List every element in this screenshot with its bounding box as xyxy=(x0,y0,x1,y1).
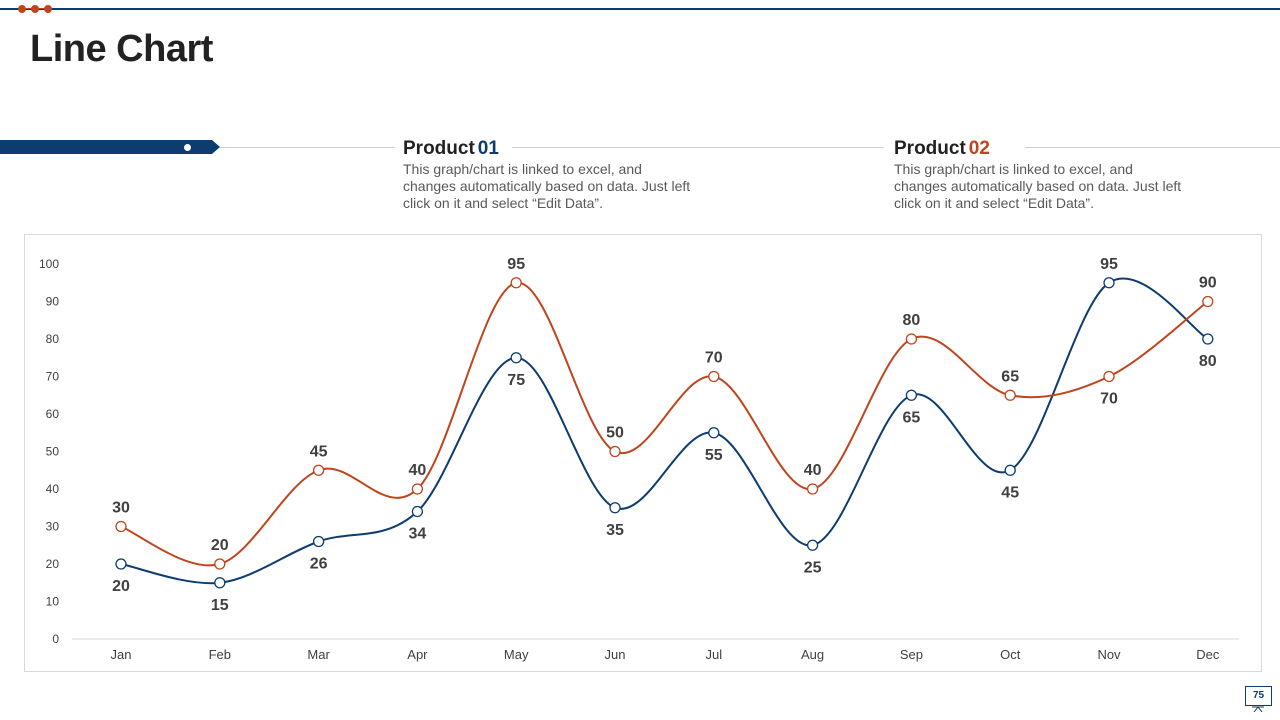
data-point xyxy=(115,558,127,570)
data-point xyxy=(411,483,424,495)
data-label: 45 xyxy=(310,443,328,460)
x-tick-label: Apr xyxy=(407,647,428,662)
data-point xyxy=(214,577,226,589)
y-tick-label: 40 xyxy=(46,482,60,496)
chart-frame: 0 10 20 30 40 50 60 70 80 90 100 Jan Feb Mar Apr May Jun… xyxy=(24,234,1262,672)
y-tick-label: 50 xyxy=(46,445,60,459)
y-tick-label: 70 xyxy=(46,370,60,384)
divider-line xyxy=(512,147,884,148)
data-label: 45 xyxy=(1001,484,1019,501)
y-tick-label: 80 xyxy=(46,332,60,346)
legend-number: 02 xyxy=(968,138,990,159)
x-tick-label: Dec xyxy=(1196,647,1220,662)
data-label: 40 xyxy=(804,462,822,479)
y-tick-label: 60 xyxy=(46,407,60,421)
page-number-badge: 75 xyxy=(1245,686,1272,706)
x-tick-label: Jan xyxy=(111,647,132,662)
x-tick-label: Feb xyxy=(209,647,231,662)
page-badge-tail-icon xyxy=(1252,706,1264,712)
data-label: 30 xyxy=(112,500,130,517)
data-label: 80 xyxy=(903,312,921,329)
data-point xyxy=(510,352,522,364)
data-label: 65 xyxy=(1001,368,1019,385)
accent-bar-knob xyxy=(183,143,192,152)
legend-product-01: Product 01 This graph/chart is linked to … xyxy=(403,138,703,212)
line-chart: 0 10 20 30 40 50 60 70 80 90 100 Jan Feb Mar Apr May Jun… xyxy=(39,256,1239,662)
x-tick-label: Nov xyxy=(1097,647,1121,662)
legend-description: This graph/chart is linked to excel, and… xyxy=(403,161,691,211)
decorative-dots xyxy=(18,5,52,13)
data-point xyxy=(806,539,819,551)
data-label: 75 xyxy=(507,372,525,389)
accent-bar xyxy=(0,140,212,154)
y-tick-label: 30 xyxy=(46,520,60,534)
x-tick-label: Jul xyxy=(705,647,722,662)
data-point xyxy=(115,520,127,533)
data-point xyxy=(1202,333,1214,345)
data-label: 26 xyxy=(310,556,328,573)
y-tick-label: 0 xyxy=(52,632,59,646)
y-tick-label: 90 xyxy=(46,295,60,309)
data-point xyxy=(214,558,226,570)
data-label: 90 xyxy=(1199,275,1217,292)
data-label: 40 xyxy=(409,462,427,479)
data-label: 20 xyxy=(211,537,229,554)
data-point xyxy=(1103,277,1115,289)
data-point xyxy=(1103,370,1115,383)
data-label: 35 xyxy=(606,522,624,539)
legend-title: Product 01 xyxy=(403,138,499,159)
data-label: 70 xyxy=(705,350,723,367)
data-label: 95 xyxy=(507,256,525,273)
series-line-1 xyxy=(120,277,1209,585)
data-label: 34 xyxy=(409,526,427,543)
x-tick-label: Sep xyxy=(900,647,923,662)
series-line-2 xyxy=(120,281,1209,567)
data-label: 50 xyxy=(606,425,624,442)
data-label: 15 xyxy=(211,597,229,614)
data-point xyxy=(708,370,720,383)
data-point xyxy=(708,427,720,439)
data-point xyxy=(510,277,522,289)
divider-line xyxy=(1025,147,1280,148)
x-tick-label: Jun xyxy=(605,647,626,662)
page-title: Line Chart xyxy=(30,28,213,70)
data-label: 20 xyxy=(112,578,130,595)
accent-bar-tip xyxy=(212,140,220,154)
x-tick-label: May xyxy=(504,647,529,662)
data-point xyxy=(905,333,918,345)
data-label: 55 xyxy=(705,447,723,464)
data-point xyxy=(609,502,621,514)
legend-product-02: Product 02 This graph/chart is linked to … xyxy=(894,138,1194,212)
data-point xyxy=(905,389,918,401)
x-tick-label: Aug xyxy=(801,647,824,662)
y-tick-label: 100 xyxy=(39,257,59,271)
data-point xyxy=(312,464,325,476)
data-label: 95 xyxy=(1100,256,1118,273)
data-label: 70 xyxy=(1100,391,1118,408)
x-tick-label: Oct xyxy=(1000,647,1021,662)
data-point xyxy=(609,445,621,458)
data-point xyxy=(1202,295,1214,308)
y-tick-label: 20 xyxy=(46,557,60,571)
top-rule xyxy=(0,8,1280,10)
data-point xyxy=(806,483,819,495)
data-label: 80 xyxy=(1199,353,1217,370)
data-point xyxy=(1004,464,1016,476)
data-point xyxy=(411,505,424,518)
legend-number: 01 xyxy=(477,138,499,159)
legend-title: Product 02 xyxy=(894,138,990,159)
data-label: 65 xyxy=(903,409,921,426)
y-tick-label: 10 xyxy=(46,595,60,609)
data-point xyxy=(1004,389,1016,401)
divider-line xyxy=(220,147,395,148)
data-label: 25 xyxy=(804,559,822,576)
data-point xyxy=(312,535,325,548)
x-tick-label: Mar xyxy=(307,647,330,662)
legend-description: This graph/chart is linked to excel, and… xyxy=(894,161,1182,211)
